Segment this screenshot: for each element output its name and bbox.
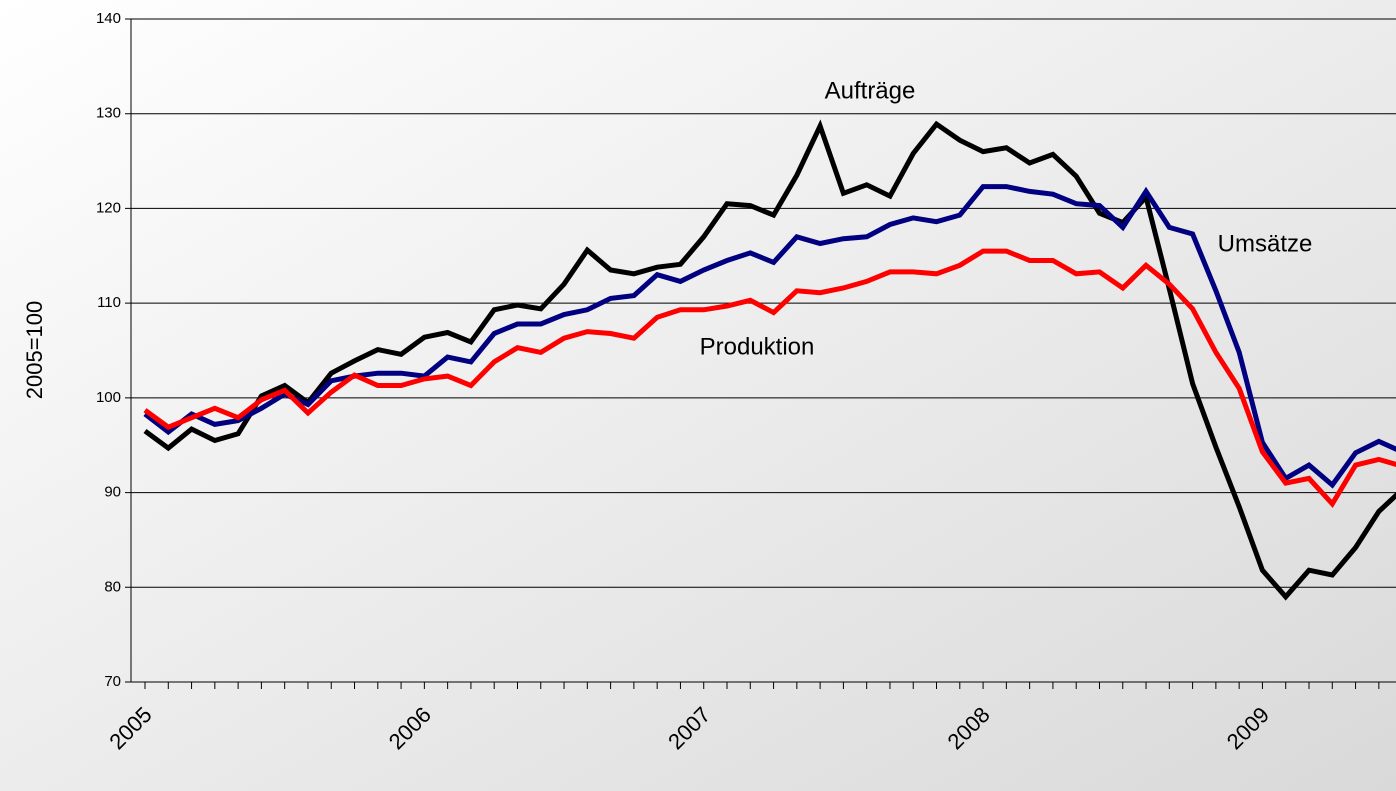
y-tick-label: 100 xyxy=(96,389,121,406)
y-tick-label: 90 xyxy=(104,484,121,501)
series-label: Produktion xyxy=(700,333,815,360)
y-tick-label: 140 xyxy=(96,10,121,27)
series-label: Umsätze xyxy=(1218,230,1313,257)
y-axis-label: 2005=100 xyxy=(22,301,47,400)
series-line xyxy=(143,119,1396,601)
y-tick-label: 80 xyxy=(104,578,121,595)
y-tick-label: 120 xyxy=(96,199,121,216)
y-tick-label: 70 xyxy=(104,673,121,690)
series-label: Aufträge xyxy=(825,77,916,104)
series-line xyxy=(143,248,1396,509)
y-tick-label: 110 xyxy=(97,294,121,311)
y-tick-label: 130 xyxy=(96,105,121,122)
